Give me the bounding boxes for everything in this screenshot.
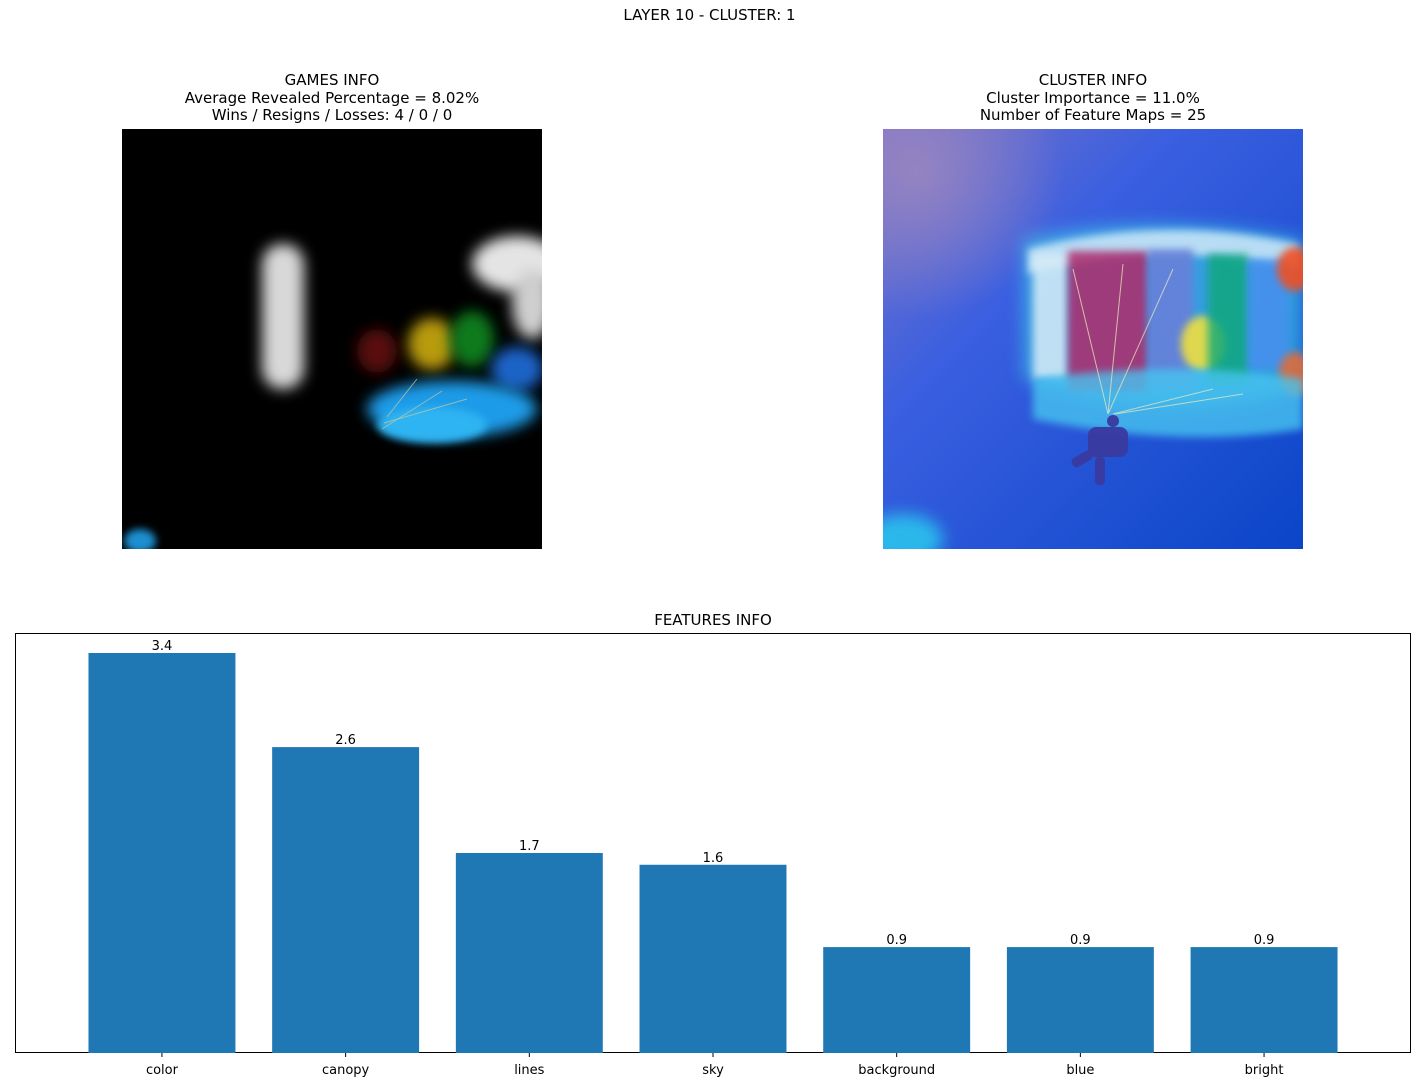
games-info-header: GAMES INFO Average Revealed Percentage =…: [122, 71, 542, 125]
figure-suptitle: LAYER 10 - CLUSTER: 1: [623, 6, 796, 24]
x-tick-label-canopy: canopy: [322, 1063, 370, 1078]
bar-value-label-canopy: 2.6: [335, 733, 356, 748]
bar-lines: [455, 853, 603, 1053]
x-tick-label-blue: blue: [1066, 1063, 1094, 1078]
bar-value-label-lines: 1.7: [519, 839, 540, 854]
cluster-info-feature-maps: Number of Feature Maps = 25: [979, 106, 1207, 124]
x-tick-label-lines: lines: [514, 1063, 544, 1078]
bar-value-label-bright: 0.9: [1254, 933, 1275, 948]
bar-color: [88, 653, 236, 1053]
x-tick-label-color: color: [146, 1063, 179, 1078]
revealed-image: [122, 129, 542, 549]
bar-value-label-background: 0.9: [886, 933, 907, 948]
features-info-title: FEATURES INFO: [654, 611, 772, 629]
cluster-heatmap-image: [883, 129, 1303, 549]
x-tick-label-bright: bright: [1245, 1063, 1284, 1078]
bar-value-label-color: 3.4: [152, 639, 173, 654]
cluster-info-header: CLUSTER INFO Cluster Importance = 11.0% …: [883, 71, 1303, 125]
bar-bright: [1190, 947, 1338, 1053]
games-info-revealed: Average Revealed Percentage = 8.02%: [184, 88, 480, 107]
x-tick-label-background: background: [858, 1063, 935, 1078]
x-tick-label-sky: sky: [702, 1063, 724, 1078]
bar-background: [823, 947, 971, 1053]
cluster-info-title: CLUSTER INFO: [1038, 71, 1148, 89]
bar-value-label-blue: 0.9: [1070, 933, 1091, 948]
cluster-info-importance: Cluster Importance = 11.0%: [986, 88, 1200, 107]
bar-canopy: [272, 747, 420, 1053]
bar-sky: [639, 864, 787, 1053]
games-info-results: Wins / Resigns / Losses: 4 / 0 / 0: [211, 106, 453, 124]
games-info-title: GAMES INFO: [284, 71, 380, 89]
bar-blue: [1006, 947, 1154, 1053]
bar-value-label-sky: 1.6: [703, 851, 724, 866]
